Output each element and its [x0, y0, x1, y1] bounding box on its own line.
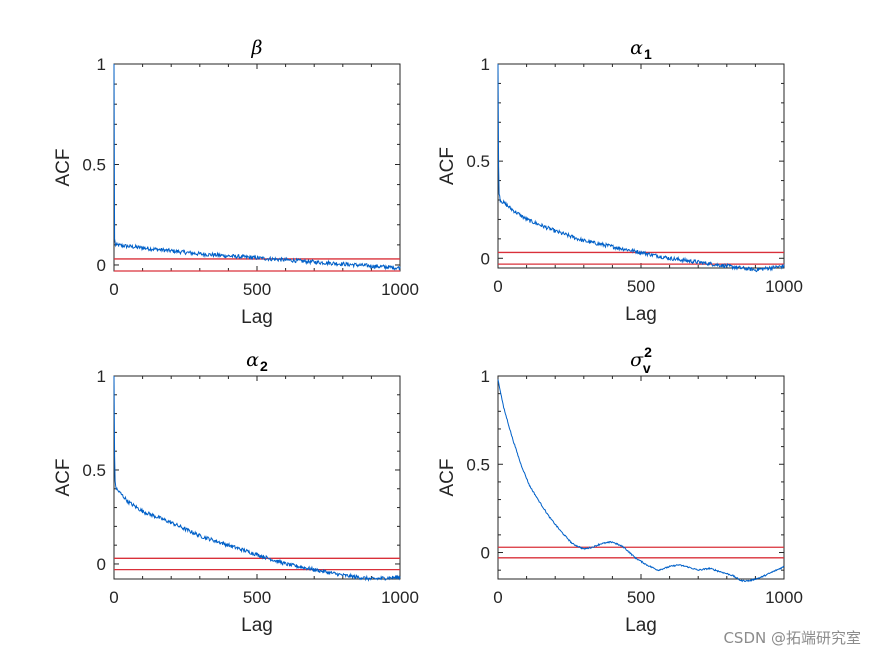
acf-series-line [497, 379, 785, 583]
panel-title: β [251, 37, 263, 59]
x-axis-label: Lag [625, 615, 657, 636]
y-axis-label: ACF [53, 459, 74, 497]
y-axis-label: ACF [437, 459, 458, 497]
title-subscript: 1 [644, 46, 652, 62]
x-tick-label: 0 [493, 277, 502, 296]
x-tick-label: 1000 [381, 588, 419, 607]
y-tick-label: 0 [97, 256, 106, 275]
y-tick-label: 0.5 [82, 461, 106, 480]
title-subscript: v [643, 360, 651, 376]
panel-title: σ2 v [630, 344, 652, 376]
y-tick-label: 0 [481, 249, 490, 268]
acf-panel-3: 0 500 1000 0 0.5 1 Lag ACF α2 [53, 349, 419, 636]
x-tick-label: 0 [109, 280, 118, 299]
y-tick-label: 0 [97, 555, 106, 574]
x-tick-label: 1000 [765, 277, 803, 296]
y-axis-label: ACF [437, 147, 458, 185]
x-axis-label: Lag [241, 307, 273, 328]
plot-area [497, 375, 785, 580]
y-tick-label: 1 [97, 367, 106, 386]
panel-title: α2 [246, 349, 268, 374]
y-tick-label: 0 [481, 544, 490, 563]
y-tick-label: 1 [481, 367, 490, 386]
title-subscript: 2 [260, 358, 268, 374]
y-tick-label: 1 [481, 55, 490, 74]
plot-area [497, 63, 785, 269]
y-tick-label: 0.5 [466, 152, 490, 171]
acf-panel-4: 0 500 1000 0 0.5 1 Lag ACF σ2 v [437, 344, 803, 636]
y-axis-label: ACF [53, 149, 74, 187]
title-symbol: α [630, 37, 643, 59]
acf-panel-1: 0 500 1000 0 0.5 1 Lag ACF β [53, 37, 419, 328]
x-tick-label: 0 [493, 588, 502, 607]
x-tick-label: 500 [243, 280, 271, 299]
y-tick-label: 1 [97, 55, 106, 74]
title-symbol: α [246, 349, 259, 371]
x-tick-label: 500 [627, 588, 655, 607]
title-symbol: β [251, 37, 263, 59]
x-tick-label: 500 [627, 277, 655, 296]
acf-series-line [113, 375, 401, 582]
plot-area [113, 63, 401, 272]
y-tick-label: 0.5 [466, 455, 490, 474]
acf-series-line [497, 63, 785, 273]
acf-series-line [113, 63, 401, 271]
x-tick-label: 0 [109, 588, 118, 607]
x-tick-label: 1000 [381, 280, 419, 299]
plot-area [113, 375, 401, 580]
y-tick-label: 0.5 [82, 155, 106, 174]
watermark: CSDN @拓端研究室 [723, 629, 861, 647]
panel-title: α1 [630, 37, 652, 62]
x-tick-label: 1000 [765, 588, 803, 607]
title-superscript: 2 [644, 344, 652, 360]
x-axis-label: Lag [625, 304, 657, 325]
x-tick-label: 500 [243, 588, 271, 607]
x-axis-label: Lag [241, 615, 273, 636]
title-symbol: σ [630, 349, 644, 371]
